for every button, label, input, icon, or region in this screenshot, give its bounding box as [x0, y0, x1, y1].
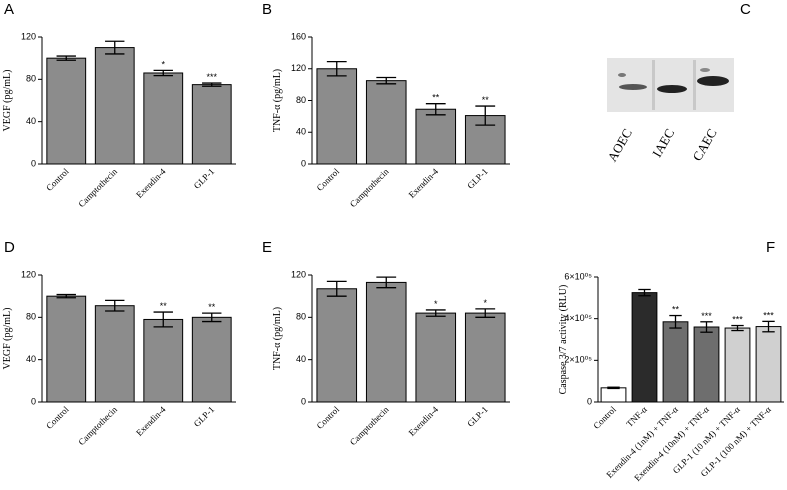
x-tick-label: Control [44, 404, 71, 431]
x-tick-label: Exendin-4 [134, 166, 168, 200]
bar [662, 321, 689, 403]
x-tick-label: Control [315, 404, 342, 431]
y-axis-label: TNF-α (pg/mL) [272, 69, 283, 132]
significance: ** [208, 302, 216, 312]
x-tick-label: Exendin-4 [407, 166, 441, 200]
significance: *** [206, 72, 217, 82]
x-tick-label: Exendin-4 [134, 404, 168, 438]
bar [46, 295, 87, 403]
x-tick-label: Control [591, 404, 618, 431]
x-tick-label: GLP-1 [192, 166, 216, 190]
significance: *** [701, 311, 712, 321]
x-tick-label: GLP-1 [192, 404, 216, 428]
y-axis-label: VEGF (pg/mL) [2, 70, 13, 132]
y-tick-label: 80 [26, 312, 36, 322]
y-tick-label: 120 [291, 63, 306, 73]
bar [94, 47, 135, 165]
y-tick-label: 40 [296, 354, 306, 364]
bar [415, 108, 457, 165]
x-tick-label: Camptothecin [76, 166, 119, 209]
bar [415, 312, 457, 403]
y-tick-label: 160 [291, 31, 306, 41]
significance: ** [482, 95, 490, 105]
significance: * [434, 299, 438, 309]
y-tick-label: 40 [296, 127, 306, 137]
panel-label: F [766, 239, 775, 256]
blot-image [607, 58, 734, 112]
y-tick-label: 4×10⁰⁵ [564, 313, 592, 323]
x-tick-label: Camptothecin [76, 404, 119, 447]
y-tick-label: 0 [587, 396, 592, 406]
significance: ** [160, 301, 168, 311]
y-tick-label: 40 [26, 116, 36, 126]
bar [693, 326, 720, 403]
lane-label: IAEC [649, 126, 677, 160]
y-tick-label: 120 [291, 269, 306, 279]
panel-label: E [262, 239, 272, 256]
y-axis-label: TNF-α (pg/mL) [272, 307, 283, 370]
y-axis-label: Caspase 3/7 activity (RLU) [558, 285, 569, 395]
x-tick-label: GLP-1 [465, 166, 489, 190]
bar [365, 281, 407, 403]
lane-label: CAEC [689, 126, 719, 164]
bar [46, 57, 87, 165]
bar [191, 316, 232, 403]
bar [94, 305, 135, 403]
x-tick-label: TNF-α [624, 404, 649, 429]
y-tick-label: 0 [301, 396, 306, 406]
bar [724, 327, 751, 403]
significance: *** [732, 315, 743, 325]
bar [464, 312, 506, 403]
x-tick-label: Control [44, 166, 71, 193]
panel-label: D [4, 239, 15, 256]
y-tick-label: 40 [26, 354, 36, 364]
y-tick-label: 0 [301, 158, 306, 168]
bar [365, 80, 407, 165]
y-tick-label: 0 [31, 158, 36, 168]
bar [143, 318, 184, 403]
panel-label: A [4, 1, 14, 18]
y-tick-label: 80 [296, 95, 306, 105]
bar [316, 288, 358, 403]
x-tick-label: Exendin-4 [407, 404, 441, 438]
bar [600, 387, 627, 403]
y-tick-label: 120 [21, 269, 36, 279]
significance: ** [672, 305, 680, 315]
x-tick-label: Control [315, 166, 342, 193]
significance: * [483, 298, 487, 308]
significance: *** [763, 310, 774, 320]
x-tick-label: Camptothecin [348, 404, 391, 447]
panel-label: C [740, 1, 751, 18]
bar [143, 72, 184, 165]
y-tick-label: 80 [26, 74, 36, 84]
y-tick-label: 120 [21, 31, 36, 41]
bar [316, 68, 358, 165]
y-axis-label: VEGF (pg/mL) [2, 308, 13, 370]
bar [755, 326, 782, 403]
bar [191, 84, 232, 165]
significance: * [161, 59, 165, 69]
panel-label: B [262, 1, 272, 18]
y-tick-label: 0 [31, 396, 36, 406]
bar [631, 292, 658, 403]
y-tick-label: 6×10⁰⁵ [564, 271, 592, 281]
lane-label: AOEC [604, 126, 635, 164]
y-tick-label: 80 [296, 312, 306, 322]
significance: ** [432, 93, 440, 103]
y-tick-label: 2×10⁰⁵ [564, 355, 592, 365]
x-tick-label: GLP-1 [465, 404, 489, 428]
x-tick-label: Camptothecin [348, 166, 391, 209]
